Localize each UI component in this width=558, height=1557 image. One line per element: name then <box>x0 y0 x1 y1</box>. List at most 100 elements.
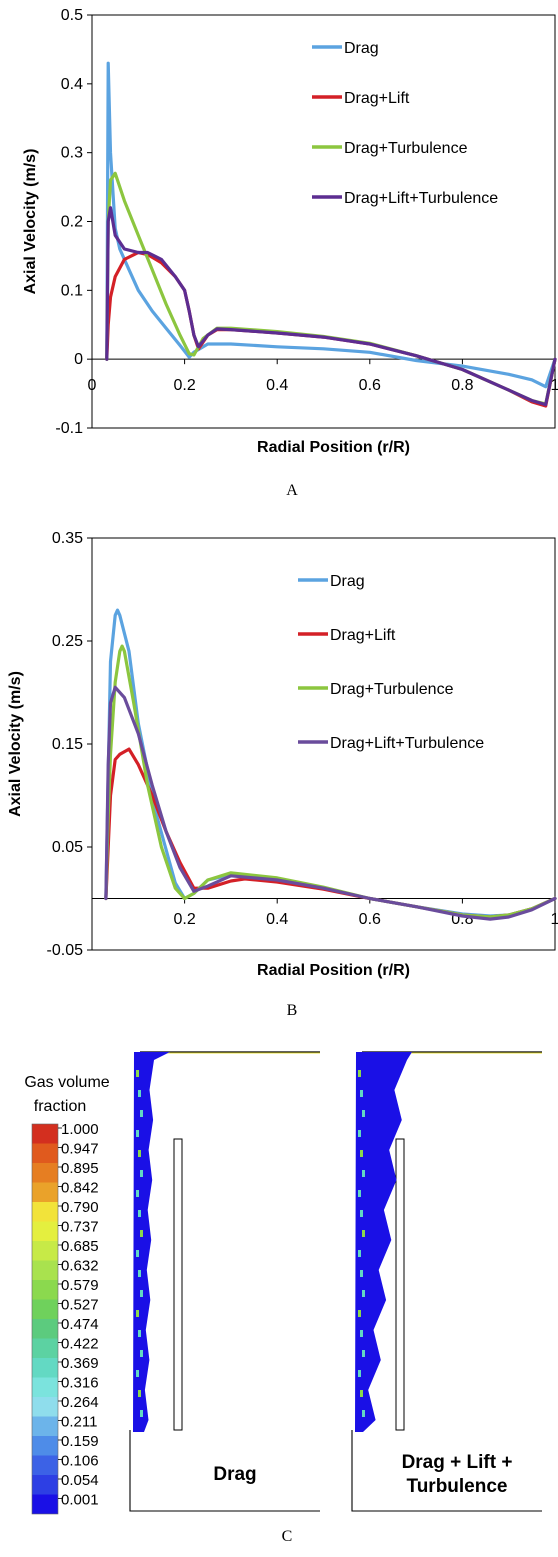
colorbar-cell <box>32 1221 58 1241</box>
x-tick-label: 0.6 <box>359 377 381 394</box>
gas-speckle <box>358 1250 361 1257</box>
gas-speckle <box>360 1090 363 1097</box>
gas-speckle <box>362 1350 365 1357</box>
colorbar-tick-label: 0.527 <box>61 1297 99 1314</box>
draft-tube <box>173 1138 183 1431</box>
x-tick-label: 0.4 <box>266 911 288 928</box>
colorbar-tick-label: 0.106 <box>61 1453 99 1470</box>
colorbar-tick-label: 0.685 <box>61 1238 99 1255</box>
y-tick-label: 0.05 <box>52 839 83 856</box>
colorbar-cell <box>32 1241 58 1261</box>
gas-speckle <box>138 1090 141 1097</box>
contour-label: Drag + Lift + <box>402 1452 513 1473</box>
gas-speckle <box>360 1390 363 1397</box>
x-axis-label: Radial Position (r/R) <box>257 439 410 456</box>
colorbar-frame <box>31 1123 59 1515</box>
x-tick-label: 0.8 <box>451 377 473 394</box>
legend-label: Drag+Lift <box>344 90 410 107</box>
colorbar-tick-label: 0.001 <box>61 1492 99 1509</box>
legend-label: Drag+Turbulence <box>344 140 468 157</box>
gas-speckle <box>362 1110 365 1117</box>
gas-speckle <box>138 1210 141 1217</box>
gas-speckle <box>360 1330 363 1337</box>
colorbar-tick-label: 0.790 <box>61 1199 99 1216</box>
x-tick-label: 0.4 <box>266 377 288 394</box>
colorbar-cell <box>32 1182 58 1202</box>
gas-speckle <box>358 1370 361 1377</box>
gas-speckle <box>358 1190 361 1197</box>
plot-frame <box>91 14 556 429</box>
gas-speckle <box>138 1150 141 1157</box>
colorbar-cell <box>32 1494 58 1514</box>
x-tick-label: 1 <box>551 911 558 928</box>
gas-speckle <box>140 1410 143 1417</box>
gas-speckle <box>358 1070 361 1077</box>
legend-label: Drag <box>344 40 379 57</box>
colorbar-tick-label: 0.947 <box>61 1141 99 1158</box>
y-axis-label: Axial Velocity (m/s) <box>22 149 39 295</box>
colorbar-cell <box>32 1299 58 1319</box>
colorbar-tick-label: 0.632 <box>61 1258 99 1275</box>
colorbar-cell <box>32 1319 58 1339</box>
contour-label: Turbulence <box>407 1476 508 1497</box>
colorbar-tick-label: 0.264 <box>61 1394 99 1411</box>
y-tick-label: 0.2 <box>61 214 83 231</box>
y-tick-label: 0.1 <box>61 282 83 299</box>
y-tick-label: 0.3 <box>61 145 83 162</box>
colorbar-cell <box>32 1124 58 1144</box>
gas-speckle <box>138 1270 141 1277</box>
gas-speckle <box>360 1210 363 1217</box>
gas-speckle <box>140 1110 143 1117</box>
y-tick-label: 0.5 <box>61 7 83 24</box>
legend-label: Drag+Lift <box>330 627 396 644</box>
domain-outer-wall <box>351 1430 542 1512</box>
chart-A: -0.1 0 0.1 0.2 0.3 0.4 0.5 0 0.2 0.4 0.6 0.8 1 Radial… <box>22 7 558 499</box>
gas-speckle <box>136 1310 139 1317</box>
colorbar-tick-label: 0.895 <box>61 1160 99 1177</box>
colorbar-tick-label: 0.422 <box>61 1336 99 1353</box>
series-line-drag-lift-turbulence <box>105 206 557 407</box>
gas-speckle <box>136 1190 139 1197</box>
gas-speckle <box>362 1170 365 1177</box>
gas-plume <box>355 1052 412 1432</box>
colorbar-cell <box>32 1280 58 1300</box>
colorbar-cell <box>32 1202 58 1222</box>
colorbar-cell <box>32 1436 58 1456</box>
gas-speckle <box>140 1230 143 1237</box>
colorbar-cell <box>32 1143 58 1163</box>
contour-plot-drag-lift-turbulence: Drag + Lift + Turbulence <box>351 1051 542 1512</box>
x-tick-label: 0 <box>88 377 97 394</box>
colorbar-tick-label: 0.474 <box>61 1316 99 1333</box>
colorbar-cell <box>32 1260 58 1280</box>
gas-plume <box>133 1052 170 1432</box>
legend-label: Drag <box>330 573 365 590</box>
gas-speckle <box>136 1370 139 1377</box>
colorbar-tick-label: 0.842 <box>61 1180 99 1197</box>
colorbar-tick-label: 0.369 <box>61 1355 99 1372</box>
gas-speckle <box>138 1390 141 1397</box>
contour-plot-drag: Drag <box>129 1051 320 1512</box>
colorbar-tick-label: 0.159 <box>61 1433 99 1450</box>
gas-speckle <box>136 1130 139 1137</box>
legend-label: Drag+Turbulence <box>330 681 454 698</box>
gas-speckle <box>140 1170 143 1177</box>
gas-speckle <box>362 1230 365 1237</box>
x-tick-label: 1 <box>551 377 558 394</box>
contour-label: Drag <box>213 1464 256 1485</box>
gas-speckle <box>358 1130 361 1137</box>
colorbar-title: Gas volume <box>24 1074 109 1091</box>
draft-tube <box>395 1138 405 1431</box>
legend-label: Drag+Lift+Turbulence <box>330 735 484 752</box>
y-tick-label: -0.1 <box>55 420 83 437</box>
panel-label: C <box>282 1528 293 1545</box>
x-tick-label: 0.2 <box>173 377 195 394</box>
colorbar-tick-label: 0.211 <box>61 1414 97 1431</box>
x-axis-label: Radial Position (r/R) <box>257 962 410 979</box>
gas-speckle <box>362 1410 365 1417</box>
colorbar-cell <box>32 1358 58 1378</box>
x-tick-label: 0.2 <box>173 911 195 928</box>
colorbar-cell <box>32 1455 58 1475</box>
colorbar-title: fraction <box>34 1098 86 1115</box>
colorbar-cell <box>32 1338 58 1358</box>
